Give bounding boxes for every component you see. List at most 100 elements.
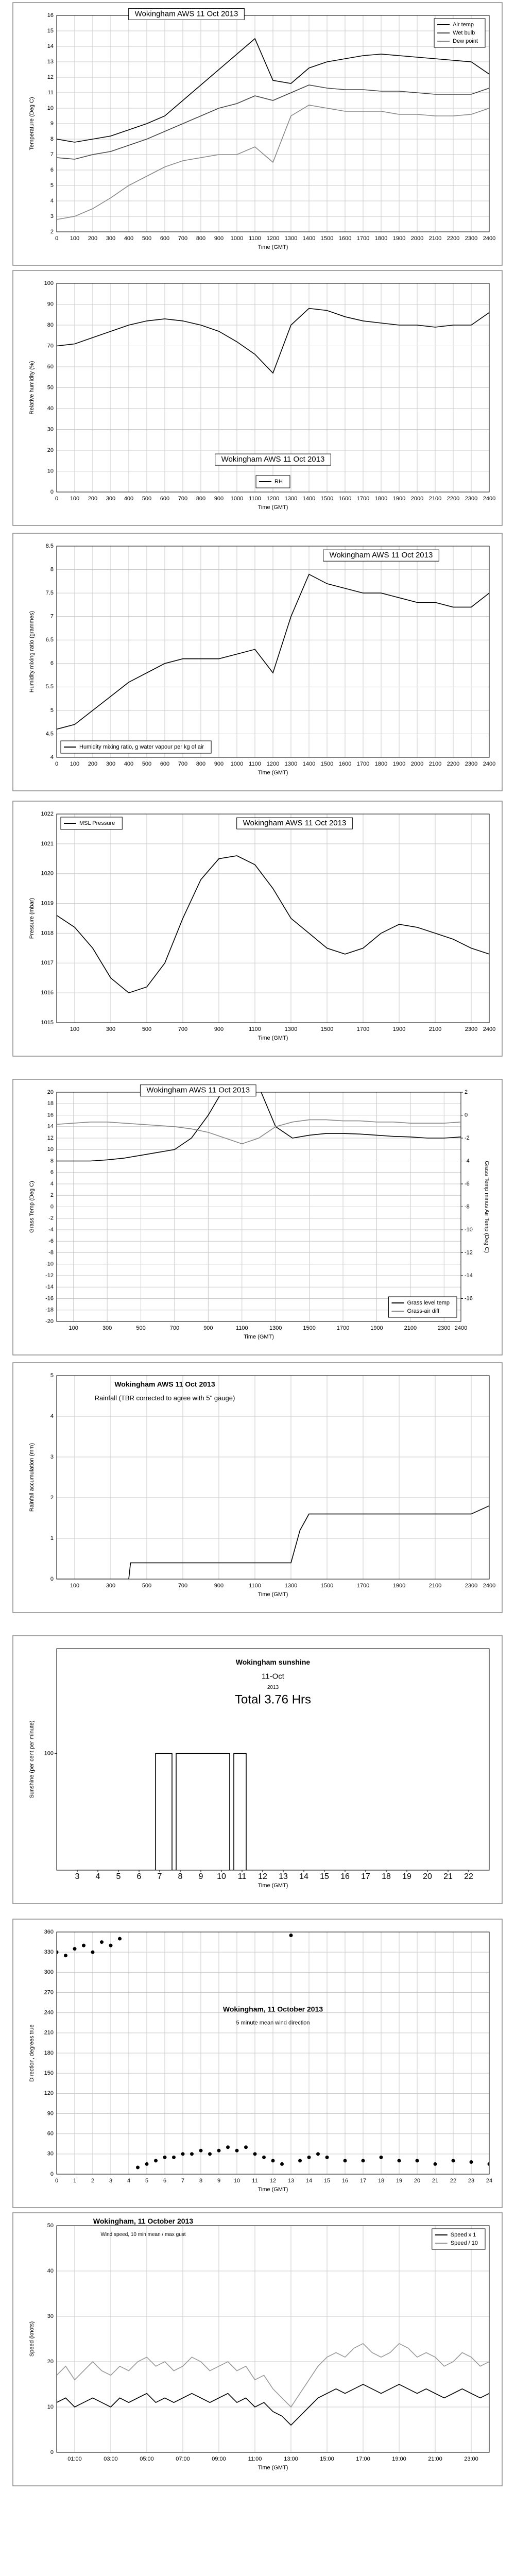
data-point	[217, 2148, 221, 2153]
data-line	[57, 573, 489, 730]
y2-tick-label: -4	[465, 1158, 470, 1164]
x-tick-label: 1200	[267, 496, 279, 502]
x-tick-label: 12	[258, 1872, 267, 1881]
x-tick-label: 900	[214, 496, 224, 502]
x-tick-label: 2000	[411, 235, 423, 242]
y-tick-label: 2	[50, 1192, 54, 1198]
y-tick-label: 70	[47, 343, 54, 349]
y-tick-label: 10	[47, 105, 54, 111]
x-tick-label: 1300	[269, 1325, 282, 1331]
y2-tick-label: -8	[465, 1204, 470, 1210]
x-tick-label: 21	[432, 2178, 438, 2184]
legend-box	[60, 740, 212, 754]
y-tick-label: 4	[50, 754, 54, 760]
data-point	[280, 2162, 284, 2166]
x-tick-label: 500	[142, 761, 151, 767]
x-tick-label: 24	[486, 2178, 492, 2184]
y-tick-label: -2	[48, 1215, 54, 1222]
x-tick-label: 700	[178, 1583, 187, 1589]
x-tick-label: 300	[102, 1325, 112, 1331]
y-tick-label: 1	[50, 1535, 54, 1541]
x-tick-label: 1400	[303, 496, 315, 502]
x-tick-label: 14	[306, 2178, 312, 2184]
x-tick-label: 8	[178, 1872, 183, 1881]
data-point	[208, 2152, 212, 2156]
x-tick-label: 100	[70, 761, 79, 767]
x-tick-label: 9	[217, 2178, 220, 2184]
x-tick-label: 1900	[393, 1583, 405, 1589]
legend-label: Wet bulb	[453, 30, 475, 36]
x-tick-label: 5	[116, 1872, 121, 1881]
y-tick-label: 16	[47, 12, 54, 19]
data-point	[145, 2162, 149, 2166]
x-tick-label: 400	[124, 761, 133, 767]
x-tick-label: 0	[55, 496, 58, 502]
x-tick-label: 1100	[249, 1026, 261, 1032]
x-axis-label: Time (GMT)	[258, 1035, 288, 1041]
x-tick-label: 800	[196, 235, 205, 242]
data-line	[57, 84, 489, 160]
x-tick-label: 1000	[231, 761, 243, 767]
x-tick-label: 1500	[321, 761, 333, 767]
x-tick-label: 700	[178, 496, 187, 502]
title-box	[323, 549, 439, 562]
y-axis-label: Humidity mixing ratio (grammes)	[29, 611, 35, 692]
y-tick-label: 90	[47, 301, 54, 307]
x-axis-label: Time (GMT)	[244, 1334, 274, 1340]
x-tick-label: 1500	[303, 1325, 315, 1331]
y-tick-label: 0	[50, 2449, 54, 2455]
y-tick-label: 100	[44, 1751, 54, 1757]
plot-frame	[56, 1092, 461, 1322]
plot-frame	[56, 2225, 490, 2453]
series-group	[57, 38, 489, 220]
y-tick-label: 3	[50, 1454, 54, 1460]
legend: RH	[255, 475, 290, 488]
x-tick-label: 1600	[339, 496, 351, 502]
plot-frame	[56, 814, 490, 1023]
x-tick-label: 3	[75, 1872, 80, 1881]
y-tick-label: 6	[50, 1170, 54, 1176]
x-tick-label: 1900	[393, 1026, 405, 1032]
x-tick-label: 1	[73, 2178, 76, 2184]
x-axis-label: Time (GMT)	[258, 2187, 288, 2193]
y-tick-label: 13	[47, 59, 54, 65]
x-tick-label: 2300	[465, 496, 477, 502]
x-tick-label: 1700	[357, 761, 369, 767]
x-tick-label: 3	[109, 2178, 112, 2184]
x-tick-label: 2400	[483, 1583, 495, 1589]
data-line	[57, 2384, 489, 2426]
x-tick-label: 1200	[267, 235, 279, 242]
series-group	[57, 1092, 461, 1162]
chart-title: Wokingham, 11 October 2013	[223, 2005, 323, 2013]
y-tick-label: 1018	[41, 930, 54, 936]
x-tick-label: 1100	[249, 235, 261, 242]
y2-axis-label: Grass Temp minus Air Temp (Deg C)	[484, 1161, 490, 1253]
data-point	[451, 2159, 455, 2163]
data-point	[469, 2160, 473, 2164]
y-tick-label: 1015	[41, 1020, 54, 1026]
x-tick-label: 03:00	[104, 2456, 118, 2462]
y-tick-label: 50	[47, 384, 54, 391]
y-tick-label: 180	[44, 2050, 54, 2056]
x-tick-label: 15:00	[320, 2456, 334, 2462]
y-tick-label: 30	[47, 2313, 54, 2319]
annotation: Wind speed, 10 min mean / max gust	[100, 2232, 185, 2238]
x-tick-label: 15	[320, 1872, 329, 1881]
x-tick-label: 21	[443, 1872, 453, 1881]
x-tick-label: 400	[124, 235, 133, 242]
x-tick-label: 2400	[455, 1325, 467, 1331]
y-axis-label: Grass Temp (Deg C)	[29, 1181, 35, 1233]
x-tick-label: 2400	[483, 496, 495, 502]
y-axis-label: Rainfall accumulation (mm)	[29, 1443, 35, 1512]
plot-area	[56, 1375, 490, 1580]
x-tick-label: 800	[196, 496, 205, 502]
x-tick-label: 18	[378, 2178, 384, 2184]
y-tick-label: 60	[47, 2131, 54, 2137]
legend: MSL Pressure	[60, 817, 123, 830]
data-point	[415, 2159, 419, 2163]
y-tick-label: 0	[50, 1576, 54, 1582]
title-box	[215, 453, 331, 466]
y-axis-label: Pressure (mbar)	[29, 898, 35, 939]
x-tick-label: 900	[203, 1325, 213, 1331]
x-tick-label: 1300	[285, 1026, 297, 1032]
